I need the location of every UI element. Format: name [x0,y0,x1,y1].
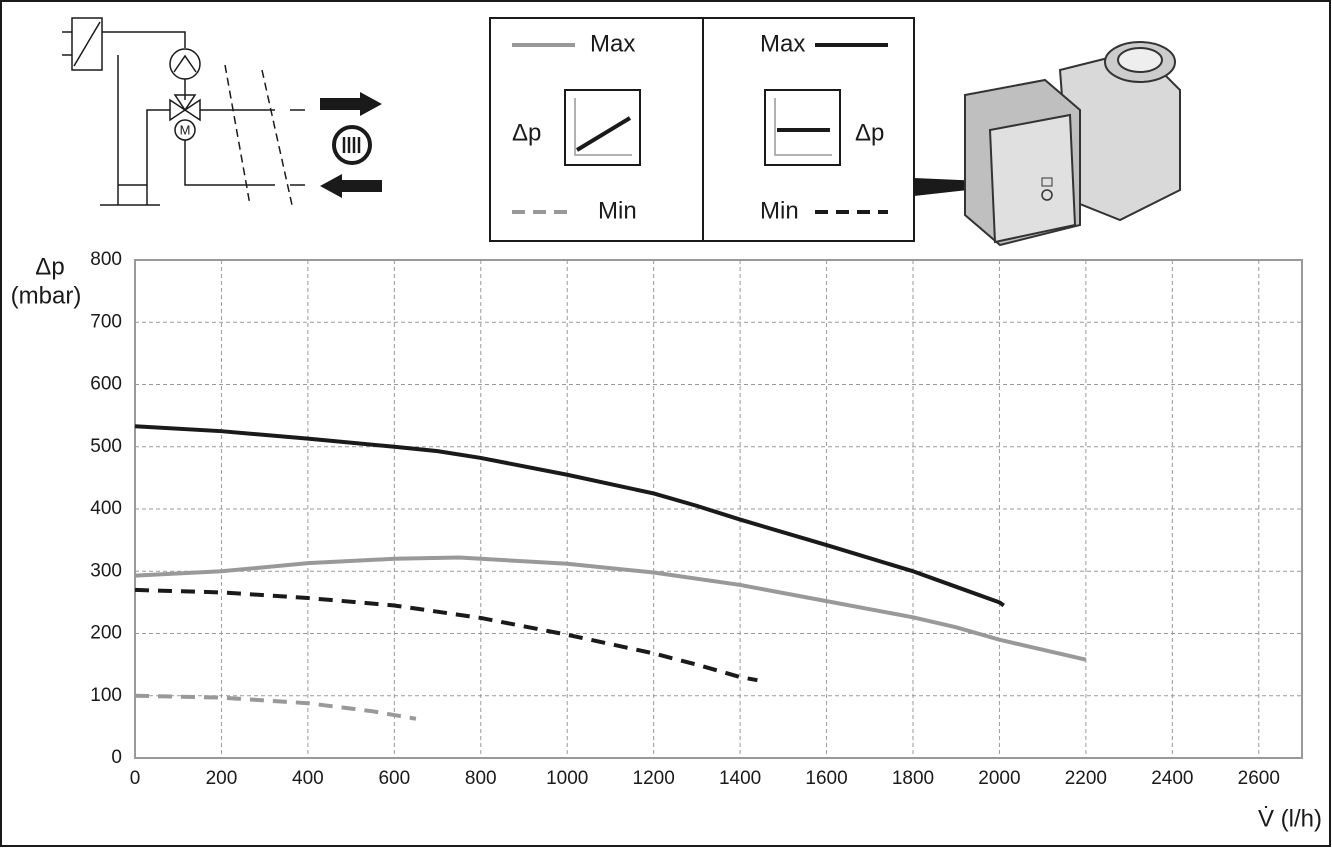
x-tick-label: 1200 [633,768,675,789]
x-tick-label: 2400 [1151,768,1193,789]
y-tick-label: 800 [90,249,122,270]
y-tick-label: 600 [90,374,122,395]
x-tick-label: 1400 [719,768,761,789]
hydraulic-diagram: M [62,17,382,206]
plot-area [134,259,1303,759]
x-tick-label: 800 [465,768,497,789]
y-tick-label: 700 [90,311,122,332]
legend-label: Max [760,30,805,57]
series-line [134,587,758,683]
x-tick-label: 1800 [892,768,934,789]
x-tick-label: 600 [378,768,410,789]
legend: Δp Δp [489,17,915,242]
x-tick-label: 0 [130,768,141,789]
legend-symbol-label: Δp [512,119,541,146]
series-line [134,555,1087,662]
y-tick-label: 300 [90,560,122,581]
y-tick-label: 500 [90,436,122,457]
y-tick-label: 200 [90,623,122,644]
series-line [134,693,417,721]
x-tick-label: 200 [206,768,238,789]
y-axis-unit: (mbar) [11,282,82,309]
x-tick-label: 400 [292,768,324,789]
y-tick-label: 100 [90,685,122,706]
legend-label: Min [598,197,637,224]
x-tick-label: 1000 [546,768,588,789]
y-axis-label: Δp [35,253,64,280]
x-tick-label: 1600 [805,768,847,789]
x-tick-label: 2200 [1065,768,1107,789]
x-tick-label: 2000 [978,768,1020,789]
y-tick-label: 400 [90,498,122,519]
svg-text:M: M [180,122,191,137]
legend-label: Min [760,197,799,224]
x-axis-label: V̇ (l/h) [1258,805,1322,833]
y-tick-label: 0 [111,747,122,768]
series-line [134,424,1005,608]
pump-illustration [914,41,1181,247]
legend-symbol-label: Δp [855,119,884,146]
legend-label: Max [590,30,635,57]
x-tick-label: 2600 [1238,768,1280,789]
